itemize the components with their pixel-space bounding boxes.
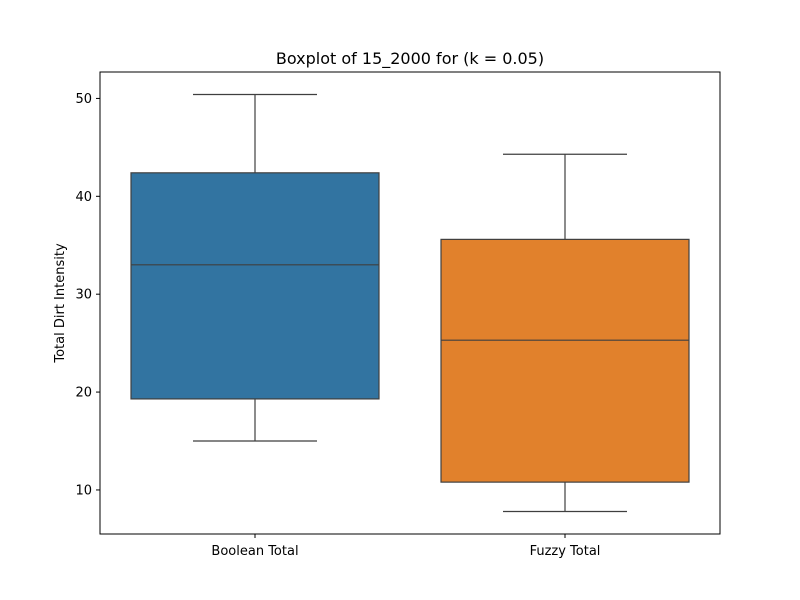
y-tick-label: 20 (75, 386, 92, 401)
y-tick-label: 50 (75, 92, 92, 107)
iqr-box (440, 238, 690, 483)
x-tick-label: Boolean Total (211, 544, 298, 559)
y-tick-label: 30 (75, 288, 92, 303)
iqr-box (130, 172, 380, 400)
y-tick-label: 40 (75, 190, 92, 205)
plot-frame (99, 71, 721, 535)
y-tick-label: 10 (75, 483, 92, 498)
chart-title: Boxplot of 15_2000 for (k = 0.05) (276, 49, 544, 69)
box-fuzzy-total (440, 153, 690, 513)
box-boolean-total (130, 93, 380, 442)
plot-area: 10 20 30 40 50 Boolean Total Fuzzy Total (75, 92, 690, 559)
x-tick-label: Fuzzy Total (530, 544, 601, 559)
y-axis-label: Total Dirt Intensity (53, 243, 68, 364)
